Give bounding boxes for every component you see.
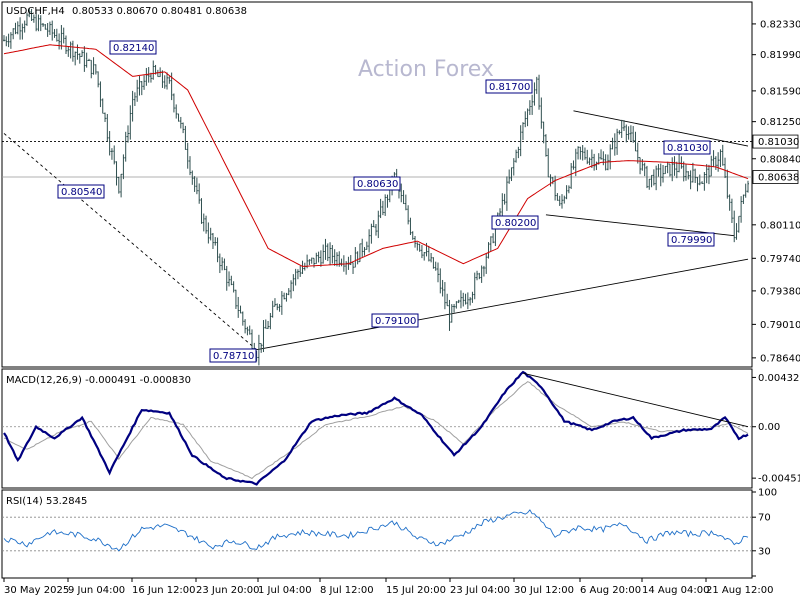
price-tag: 0.79100 [375, 316, 416, 327]
macd-label: MACD(12,26,9) -0.000491 -0.000830 [6, 375, 191, 386]
macd-pane [1, 368, 753, 489]
rsi-axis-label: 30 [758, 546, 771, 557]
price-tag-box [109, 40, 157, 55]
time-axis-label: 15 Jul 20:00 [386, 585, 446, 596]
time-axis-label: 9 Jun 04:00 [68, 585, 125, 596]
rsi-axis-label: 70 [758, 513, 771, 524]
time-axis-label: 1 Jul 04:00 [258, 585, 312, 596]
price-tag-box [491, 215, 539, 230]
price-axis-label: 0.80110 [760, 220, 800, 231]
price-axis-highlight [752, 170, 799, 184]
price-tag: 0.80630 [357, 179, 398, 190]
price-tag: 0.78710 [213, 351, 254, 362]
price-axis-label: 0.79380 [760, 286, 800, 297]
macd-signal-line [3, 381, 749, 480]
price-axis-label: 0.79740 [760, 254, 800, 265]
price-tag: 0.79990 [671, 235, 712, 246]
price-tag-box [663, 140, 711, 155]
axis-layer: 0.82330 0.81990 0.81590 0.81250 0.80840 0.801… [3, 19, 800, 596]
trendline-lower [545, 214, 735, 237]
price-axis-label: 0.81990 [760, 50, 800, 61]
price-axis-label: 0.81250 [760, 117, 800, 128]
price-tag: 0.81030 [667, 143, 708, 154]
macd-axis-label: 0.00 [758, 422, 780, 433]
price-tag: 0.80200 [495, 218, 536, 229]
price-axis-highlight-label: 0.81030 [758, 137, 799, 148]
trendline-support [256, 258, 749, 351]
price-axis-highlight-label: 0.80638 [758, 173, 799, 184]
price-tag-box [667, 232, 715, 247]
price-axis-label: 0.81590 [760, 86, 800, 97]
price-axis-label: 0.79010 [760, 320, 800, 331]
time-axis-label: 6 Aug 20:00 [580, 585, 641, 596]
time-axis-label: 23 Jul 04:00 [450, 585, 510, 596]
price-layer: 0.82140 0.80540 0.81700 0.80630 0.80200 0.799… [2, 7, 752, 366]
time-axis-label: 30 May 2025 [4, 585, 69, 596]
price-tag-box [209, 348, 257, 363]
price-axis-label: 0.82330 [760, 19, 800, 30]
macd-axis-label: 0.004325 [758, 373, 800, 384]
symbol-label: USDCHF,H4 [6, 6, 65, 17]
price-tag-box [353, 176, 401, 191]
time-axis-label: 8 Jul 12:00 [320, 585, 374, 596]
price-tag-box [57, 184, 105, 199]
time-axis-label: 30 Jul 12:00 [514, 585, 574, 596]
watermark: Action Forex [358, 57, 494, 82]
price-tag-box [371, 313, 419, 328]
macd-trendline [522, 372, 749, 428]
price-axis-highlight [752, 134, 799, 149]
time-axis-label: 16 Jun 12:00 [132, 585, 196, 596]
time-axis-label: 23 Jun 20:00 [196, 585, 260, 596]
price-tag: 0.80540 [61, 187, 102, 198]
price-axis-label: 0.78640 [760, 353, 800, 364]
rsi-axis-label: 100 [758, 488, 777, 499]
price-axis-label: 0.80840 [760, 154, 800, 165]
macd-layer [2, 370, 752, 486]
rsi-pane [1, 489, 753, 579]
trendline-upper [573, 110, 749, 147]
macd-line [3, 370, 749, 486]
ohlc-readout: 0.80533 0.80670 0.80481 0.80638 [72, 6, 247, 17]
time-axis-label: 14 Aug 04:00 [642, 585, 709, 596]
moving-average-line [3, 44, 749, 267]
trendline-dashed [3, 133, 257, 351]
price-tag-box [485, 79, 533, 94]
rsi-label: RSI(14) 53.2845 [6, 496, 87, 507]
time-axis-label: 21 Aug 12:00 [706, 585, 773, 596]
price-tag: 0.82140 [113, 43, 154, 54]
rsi-line [3, 509, 749, 552]
price-tag: 0.81700 [489, 82, 530, 93]
rsi-layer [2, 509, 752, 552]
